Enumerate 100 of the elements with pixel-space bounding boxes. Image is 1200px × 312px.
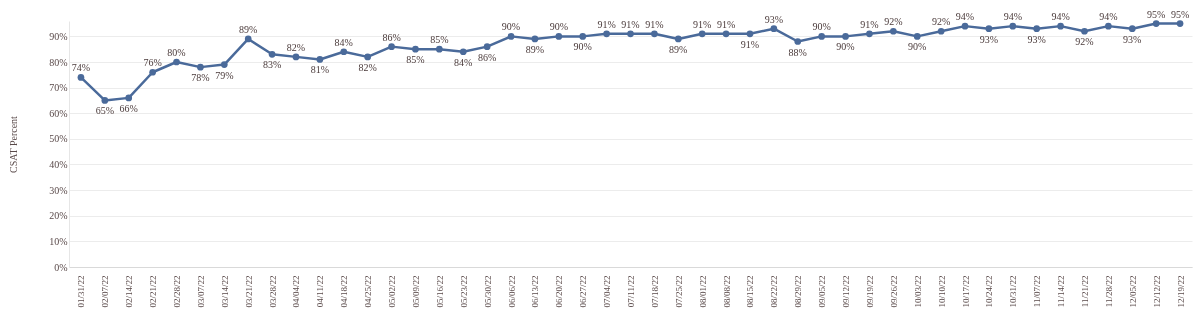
x-tick-label: 02/14/22: [124, 275, 135, 308]
y-tick-label: 30%: [49, 184, 68, 196]
point: [770, 25, 778, 33]
data-label: 90%: [836, 41, 855, 53]
data-label: 79%: [215, 69, 234, 81]
point: [197, 63, 204, 71]
y-tick-label: 10%: [49, 235, 68, 247]
point: [1033, 25, 1041, 33]
x-tick-label: 05/16/22: [434, 275, 445, 308]
x-tick-label: 11/21/22: [1079, 275, 1090, 308]
data-label: 94%: [1051, 11, 1070, 23]
x-tick-label: 03/28/22: [267, 275, 278, 308]
point: [1009, 22, 1017, 30]
x-tick-label: 05/09/22: [410, 275, 421, 308]
point: [1128, 25, 1136, 33]
data-label: 93%: [1027, 33, 1046, 45]
data-label: 90%: [501, 21, 521, 33]
data-label: 90%: [812, 21, 831, 33]
data-label: 89%: [239, 23, 258, 35]
point: [1057, 22, 1064, 30]
data-label: 92%: [931, 16, 951, 28]
x-tick-label: 03/07/22: [195, 275, 206, 308]
data-label: 76%: [143, 57, 162, 69]
data-label: 89%: [669, 43, 688, 55]
point: [866, 30, 873, 38]
point: [555, 33, 563, 40]
x-tick-label: 04/25/22: [363, 275, 374, 308]
data-label: 85%: [406, 54, 425, 66]
x-tick-label: 12/05/22: [1127, 275, 1138, 308]
y-tick-label: 60%: [49, 107, 68, 119]
point: [985, 25, 993, 33]
x-tick-label: 11/07/22: [1032, 275, 1043, 308]
data-label: 65%: [95, 105, 115, 117]
x-tick-label: 09/05/22: [817, 275, 828, 308]
point: [388, 43, 395, 50]
data-label: 91%: [860, 18, 879, 30]
data-label: 92%: [1075, 36, 1094, 48]
x-tick-label: 09/12/22: [841, 275, 852, 308]
data-label: 84%: [454, 56, 473, 68]
x-tick-label: 07/11/22: [626, 275, 636, 308]
data-label: 90%: [908, 41, 927, 53]
data-label: 91%: [693, 18, 712, 30]
x-tick-label: 11/14/22: [1056, 275, 1067, 308]
data-label: 83%: [262, 59, 282, 71]
data-label: 93%: [1123, 33, 1142, 45]
point: [316, 56, 324, 63]
data-label: 94%: [955, 11, 975, 23]
data-label: 82%: [358, 61, 377, 73]
y-axis-title: CSAT Percent: [8, 115, 20, 173]
point: [603, 30, 610, 38]
point: [746, 30, 754, 38]
point: [698, 30, 706, 38]
x-tick-label: 12/19/22: [1175, 275, 1186, 308]
x-tick-label: 07/04/22: [602, 275, 613, 308]
point: [1081, 27, 1088, 35]
x-tick-label: 07/25/22: [673, 275, 684, 308]
x-tick-label: 01/31/22: [76, 275, 87, 308]
x-tick-label: 07/18/22: [649, 275, 660, 308]
data-label: 92%: [884, 16, 903, 28]
point: [220, 61, 228, 68]
point: [436, 45, 443, 53]
data-label: 82%: [286, 41, 306, 53]
point: [125, 94, 133, 102]
point: [459, 48, 467, 56]
data-label: 91%: [645, 18, 664, 30]
x-tick-label: 06/20/22: [554, 275, 565, 308]
data-label: 84%: [334, 36, 353, 48]
x-tick-label: 11/28/22: [1103, 275, 1114, 308]
x-tick-label: 05/02/22: [387, 275, 398, 308]
x-tick-label: 06/06/22: [506, 275, 517, 308]
y-tick-label: 50%: [49, 133, 68, 145]
point: [77, 74, 85, 81]
data-label: 86%: [382, 31, 401, 43]
x-tick-label: 03/21/22: [243, 275, 254, 308]
y-tick-label: 40%: [49, 159, 68, 170]
x-tick-label: 06/27/22: [578, 275, 589, 308]
data-label: 94%: [1003, 11, 1022, 23]
y-tick-label: 0%: [54, 261, 68, 273]
point: [1176, 20, 1184, 27]
data-label: 91%: [621, 18, 640, 30]
data-label: 91%: [740, 38, 760, 50]
x-tick-label: 02/21/22: [148, 275, 159, 308]
x-tick-label: 10/17/22: [960, 275, 971, 308]
data-label: 86%: [477, 51, 497, 63]
point: [1152, 20, 1160, 27]
x-tick-label: 09/26/22: [888, 275, 899, 308]
point: [1105, 22, 1112, 30]
x-tick-label: 10/10/22: [936, 275, 947, 308]
point: [101, 97, 109, 104]
point: [961, 22, 969, 30]
point: [364, 53, 372, 61]
point: [818, 33, 825, 40]
x-tick-label: 05/23/22: [458, 275, 469, 308]
data-label: 95%: [1146, 8, 1166, 20]
x-tick-label: 08/08/22: [721, 275, 732, 308]
x-tick-label: 02/07/22: [100, 275, 111, 308]
y-tick-label: 20%: [49, 210, 68, 222]
point: [531, 35, 539, 43]
data-label: 93%: [979, 33, 999, 45]
point: [268, 50, 276, 58]
